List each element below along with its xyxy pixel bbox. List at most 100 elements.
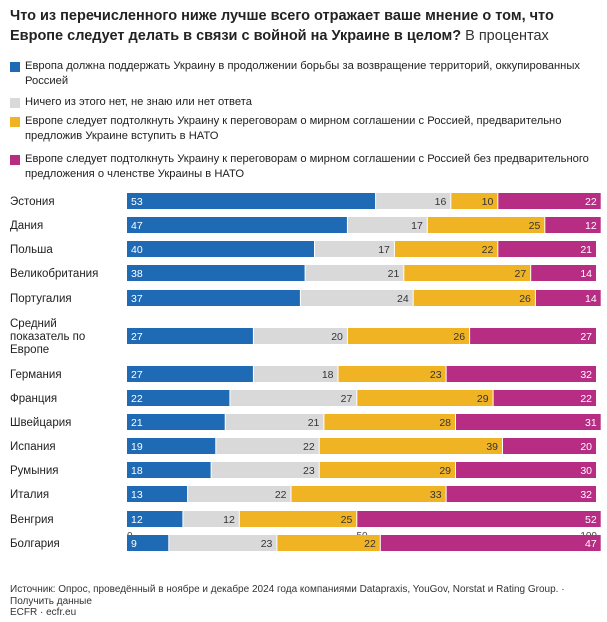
data-label: 22: [303, 441, 315, 453]
bar-segment: [127, 535, 169, 551]
bar-segment: [503, 438, 596, 454]
bar-segment: [357, 511, 601, 527]
category-label: Румыния: [10, 465, 58, 477]
data-label: 18: [131, 465, 143, 477]
data-label: 21: [131, 417, 143, 429]
bar-segment: [446, 486, 596, 502]
data-label: 23: [430, 369, 442, 381]
category-label: Болгария: [10, 538, 60, 550]
bar-segment: [338, 366, 446, 382]
data-label: 22: [482, 244, 494, 256]
data-label: 23: [261, 538, 273, 550]
data-label: 12: [585, 220, 597, 232]
legend-item-4: Европе следует подтолкнуть Украину к пер…: [10, 152, 600, 181]
chart-footer: Источник: Опрос, проведённый в ноябре и …: [10, 584, 600, 619]
bar-segment: [188, 486, 291, 502]
category-label: Эстония: [10, 196, 55, 208]
bar-segment: [169, 535, 277, 551]
bar-segment: [230, 390, 357, 406]
data-label: 33: [430, 489, 442, 501]
bar-segment: [291, 486, 446, 502]
chart-title-main: Что из перечисленного ниже лучше всего о…: [10, 8, 554, 44]
data-label: 47: [585, 538, 597, 550]
source-note: Источник: Опрос, проведённый в ноябре и …: [10, 584, 565, 607]
category-label: Франция: [10, 393, 57, 405]
bar-segment: [277, 535, 380, 551]
bar-segment: [347, 217, 427, 233]
data-label: 39: [486, 441, 498, 453]
bar-segment: [456, 414, 601, 430]
bar-segment: [376, 193, 451, 209]
data-label: 12: [223, 514, 235, 526]
bar-segment: [404, 265, 531, 281]
data-label: 14: [585, 293, 597, 305]
legend-item-3: Европе следует подтолкнуть Украину к пер…: [10, 114, 600, 143]
data-label: 26: [519, 293, 531, 305]
bar-segment: [127, 486, 188, 502]
category-label: Швейцария: [10, 417, 71, 429]
data-label: 28: [439, 417, 451, 429]
legend-label-1: Европа должна поддержать Украину в продо…: [25, 60, 580, 87]
bar-segment: [300, 290, 413, 306]
bar-segment: [319, 462, 455, 478]
data-label: 52: [585, 514, 597, 526]
bar-segment: [127, 366, 253, 382]
data-label: 14: [580, 268, 592, 280]
bar-segment: [225, 414, 324, 430]
bar-segment: [545, 217, 601, 233]
data-label: 30: [580, 465, 592, 477]
data-label: 26: [453, 331, 465, 343]
bar-segment: [535, 290, 601, 306]
category-label: Германия: [10, 369, 62, 381]
bar-segment: [127, 414, 225, 430]
category-label: Португалия: [10, 293, 72, 305]
category-label: Великобритания: [10, 268, 98, 280]
bar-segment: [357, 390, 493, 406]
data-label: 22: [131, 393, 143, 405]
bar-segment: [324, 414, 455, 430]
bar-segment: [253, 328, 347, 344]
data-label: 27: [131, 331, 143, 343]
bar-segment: [427, 217, 545, 233]
category-label: Дания: [10, 220, 43, 232]
bar-segment: [493, 390, 596, 406]
data-label: 32: [580, 489, 592, 501]
data-label: 17: [378, 244, 390, 256]
bar-segment: [239, 511, 357, 527]
bar-segment: [319, 438, 502, 454]
data-label: 32: [580, 369, 592, 381]
bar-segment: [470, 328, 596, 344]
legend-item-1: Европа должна поддержать Украину в продо…: [10, 59, 600, 88]
data-label: 10: [482, 196, 494, 208]
data-label: 20: [580, 441, 592, 453]
bar-segment: [451, 193, 498, 209]
data-label: 27: [341, 393, 353, 405]
data-label: 22: [364, 538, 376, 550]
data-label: 21: [388, 268, 400, 280]
data-label: 9: [131, 538, 137, 550]
bar-segment: [347, 328, 470, 344]
bar-segment: [127, 328, 253, 344]
data-label: 22: [580, 393, 592, 405]
data-label: 47: [131, 220, 143, 232]
data-label: 12: [131, 514, 143, 526]
bar-segment: [127, 193, 376, 209]
bar-segment: [253, 366, 338, 382]
data-label: 21: [580, 244, 592, 256]
bar-segment: [315, 241, 394, 257]
data-label: 27: [515, 268, 527, 280]
bar-segment: [446, 366, 596, 382]
data-label: 22: [275, 489, 287, 501]
data-label: 24: [397, 293, 409, 305]
data-label: 31: [585, 417, 597, 429]
bar-segment: [127, 462, 211, 478]
legend-label-4: Европе следует подтолкнуть Украину к пер…: [25, 153, 589, 180]
bar-segment: [531, 265, 596, 281]
bar-segment: [498, 193, 601, 209]
data-label: 40: [131, 244, 143, 256]
bar-segment: [211, 462, 319, 478]
bar-segment: [127, 265, 305, 281]
bar-segment: [127, 438, 216, 454]
chart-title-suffix: В процентах: [465, 28, 549, 44]
